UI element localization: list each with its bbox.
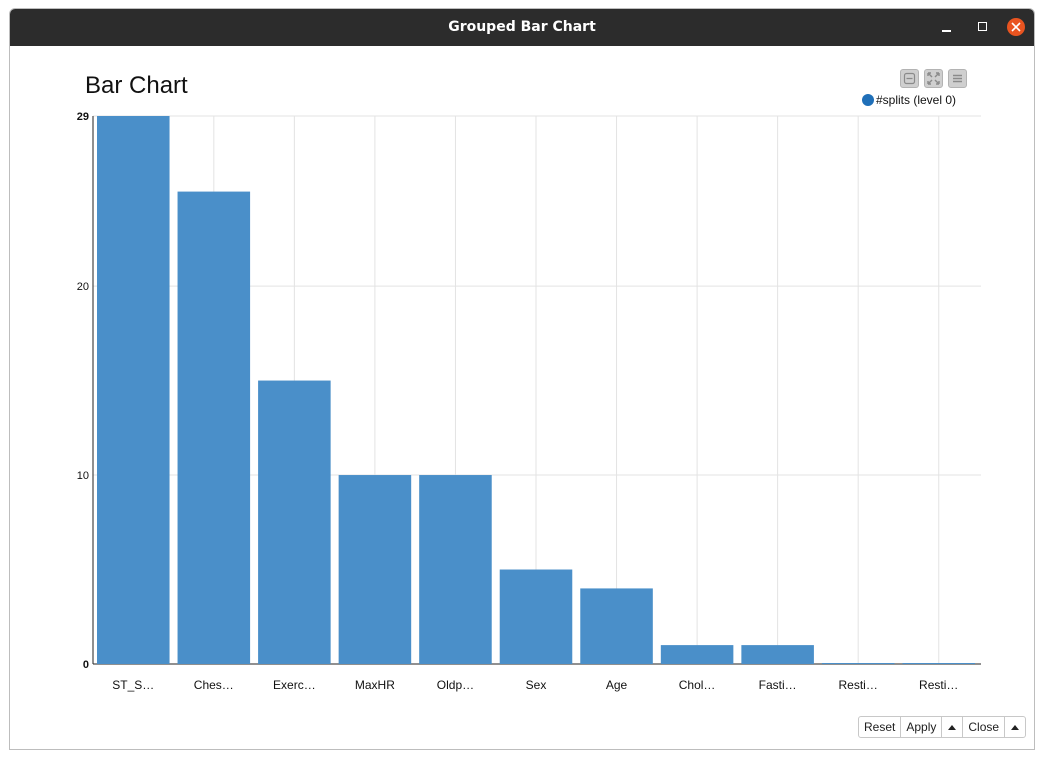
hamburger-icon bbox=[953, 74, 962, 83]
y-tick-label: 0 bbox=[83, 659, 89, 671]
x-tick-label: Sex bbox=[526, 678, 547, 692]
reset-button[interactable]: Reset bbox=[859, 717, 902, 737]
maximize-button[interactable] bbox=[974, 18, 992, 36]
x-tick-label: Resti… bbox=[919, 678, 958, 692]
bar bbox=[177, 191, 251, 664]
x-tick-label: ST_S… bbox=[112, 678, 154, 692]
chart-panel: 0 10 20 29 ST_S… Ches… Exerc… MaxHR Oldp… Sex Age C… bbox=[10, 46, 1034, 749]
close-options-arrow[interactable] bbox=[1005, 717, 1025, 737]
bar bbox=[419, 475, 492, 664]
zoom-reset-button[interactable] bbox=[900, 69, 919, 88]
x-tick-label: Oldp… bbox=[437, 678, 474, 692]
x-tick-label: Exerc… bbox=[273, 678, 316, 692]
y-tick-label: 29 bbox=[77, 111, 89, 123]
bar bbox=[902, 663, 975, 664]
x-tick-label: Ches… bbox=[194, 678, 234, 692]
legend-label: #splits (level 0) bbox=[876, 93, 957, 107]
close-window-button[interactable] bbox=[1007, 18, 1025, 36]
minimize-button[interactable] bbox=[938, 18, 956, 36]
expand-icon bbox=[927, 72, 940, 85]
x-tick-label: Age bbox=[606, 678, 628, 692]
bar bbox=[741, 645, 814, 664]
apply-button[interactable]: Apply bbox=[901, 717, 943, 737]
close-icon bbox=[1011, 22, 1021, 32]
bar bbox=[97, 116, 170, 664]
legend-marker bbox=[862, 94, 874, 106]
bar bbox=[580, 588, 653, 664]
chart-menu-button[interactable] bbox=[948, 69, 967, 88]
bar bbox=[338, 475, 412, 664]
bar-chart: 0 10 20 29 ST_S… Ches… Exerc… MaxHR Oldp… Sex Age C… bbox=[77, 111, 981, 692]
zoom-out-icon bbox=[903, 72, 916, 85]
bar bbox=[821, 663, 895, 664]
apply-options-arrow[interactable] bbox=[942, 717, 964, 737]
dialog-button-bar: Reset Apply Close bbox=[858, 716, 1027, 738]
bar bbox=[660, 645, 734, 664]
app-window: Grouped Bar Chart 0 10 20 29 ST_S… Ches… Exerc… bbox=[9, 8, 1035, 750]
x-tick-label: Resti… bbox=[839, 678, 878, 692]
window-title: Grouped Bar Chart bbox=[448, 19, 596, 35]
x-tick-label: Fasti… bbox=[759, 678, 797, 692]
x-tick-label: Chol… bbox=[679, 678, 716, 692]
close-button[interactable]: Close bbox=[963, 717, 1006, 737]
x-tick-label: MaxHR bbox=[355, 678, 395, 692]
bar bbox=[499, 569, 573, 664]
y-tick-label: 10 bbox=[77, 470, 89, 482]
fullscreen-button[interactable] bbox=[924, 69, 943, 88]
chart-title: Bar Chart bbox=[85, 72, 188, 99]
y-tick-label: 20 bbox=[77, 281, 89, 293]
bar bbox=[258, 380, 331, 664]
chart-legend[interactable]: #splits (level 0) bbox=[862, 93, 956, 107]
title-bar: Grouped Bar Chart bbox=[10, 9, 1034, 46]
